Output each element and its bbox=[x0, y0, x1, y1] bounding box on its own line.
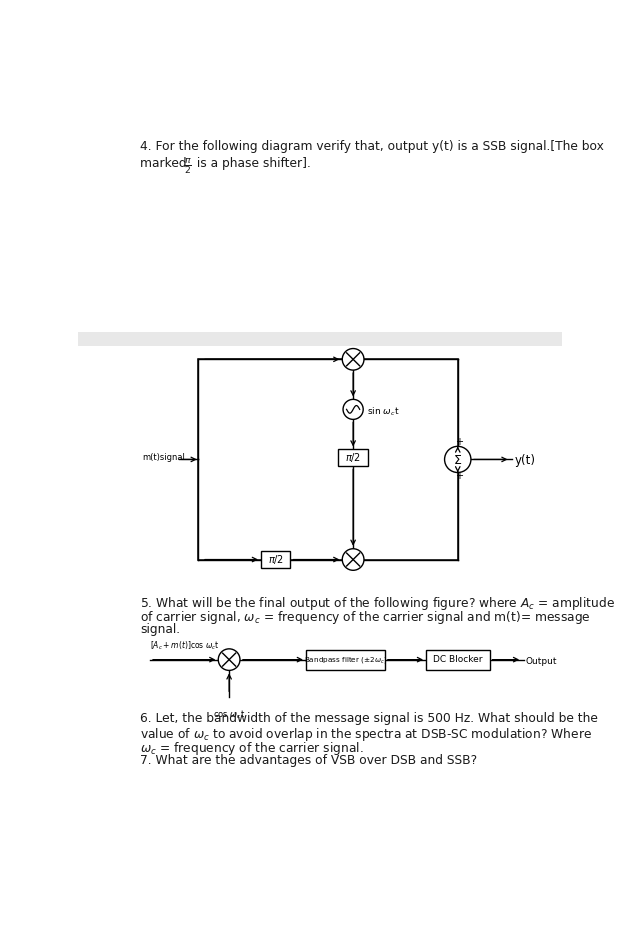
Text: 7. What are the advantages of VSB over DSB and SSB?: 7. What are the advantages of VSB over D… bbox=[140, 754, 477, 767]
Text: m(t)signal: m(t)signal bbox=[142, 453, 185, 462]
Text: $\pi$/2: $\pi$/2 bbox=[345, 452, 361, 464]
Text: value of $\omega_c$ to avoid overlap in the spectra at DSB-SC modulation? Where: value of $\omega_c$ to avoid overlap in … bbox=[140, 726, 592, 742]
Text: +: + bbox=[456, 471, 463, 482]
Bar bbox=[198, 359, 458, 560]
Circle shape bbox=[343, 348, 364, 370]
Bar bbox=[338, 450, 368, 467]
Text: $\Sigma$: $\Sigma$ bbox=[453, 454, 462, 467]
Text: Bandpass filter ($\pm2\omega_c$): Bandpass filter ($\pm2\omega_c$) bbox=[304, 655, 387, 664]
Text: $\pi$/2: $\pi$/2 bbox=[268, 553, 284, 566]
Circle shape bbox=[343, 549, 364, 570]
Text: marked: marked bbox=[140, 157, 190, 169]
Text: Output: Output bbox=[526, 657, 557, 665]
Text: $[A_c+m(t)]$cos $\omega_c$t: $[A_c+m(t)]$cos $\omega_c$t bbox=[150, 640, 220, 652]
Bar bbox=[306, 649, 385, 670]
Text: cos $\omega_c$t: cos $\omega_c$t bbox=[213, 709, 245, 721]
Text: signal.: signal. bbox=[140, 623, 180, 636]
Text: DC Blocker: DC Blocker bbox=[433, 655, 482, 664]
Text: y(t): y(t) bbox=[514, 455, 535, 468]
Circle shape bbox=[343, 399, 363, 420]
Text: is a phase shifter].: is a phase shifter]. bbox=[193, 157, 311, 169]
Text: +: + bbox=[456, 438, 463, 448]
Text: of carrier signal, $\omega_c$ = frequency of the carrier signal and m(t)= messag: of carrier signal, $\omega_c$ = frequenc… bbox=[140, 609, 591, 626]
Text: $\omega_c$ = frequency of the carrier signal.: $\omega_c$ = frequency of the carrier si… bbox=[140, 740, 364, 757]
Bar bbox=[261, 551, 290, 568]
Circle shape bbox=[218, 649, 240, 670]
Circle shape bbox=[444, 446, 471, 472]
Text: sin $\omega_c$t: sin $\omega_c$t bbox=[367, 406, 399, 418]
Text: 5. What will be the final output of the following figure? where $A_c$ = amplitud: 5. What will be the final output of the … bbox=[140, 595, 615, 612]
Text: $\frac{\pi}{2}$: $\frac{\pi}{2}$ bbox=[184, 157, 192, 176]
Bar bbox=[426, 649, 489, 670]
Text: 4. For the following diagram verify that, output y(t) is a SSB signal.[The box: 4. For the following diagram verify that… bbox=[140, 140, 604, 152]
Text: 6. Let, the bandwidth of the message signal is 500 Hz. What should be the: 6. Let, the bandwidth of the message sig… bbox=[140, 712, 598, 725]
Bar bbox=[78, 332, 562, 346]
